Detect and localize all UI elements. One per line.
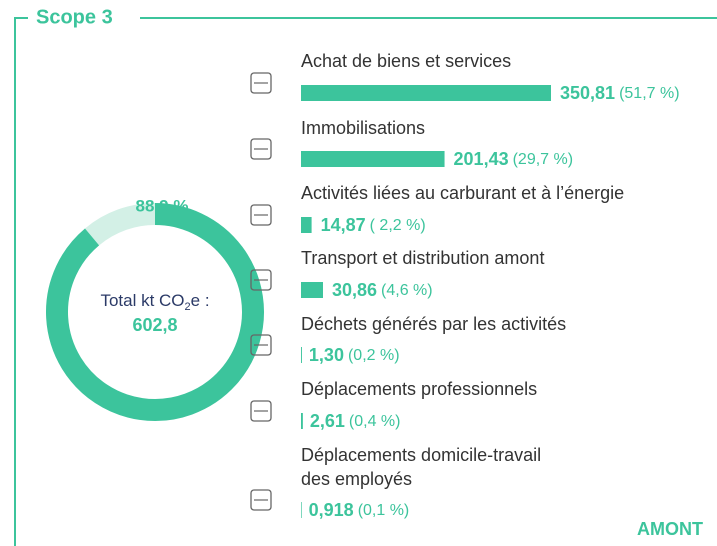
bar (301, 347, 302, 363)
share: (0,2 %) (348, 347, 400, 364)
value: 2,61 (310, 411, 345, 431)
value: 201,43 (454, 149, 509, 169)
value-label: 14,87( 2,2 %) (321, 215, 426, 235)
share: (4,6 %) (381, 282, 433, 299)
share: (0,4 %) (349, 413, 401, 430)
value-label: 350,81 (51,7 %) (560, 83, 680, 103)
category-label: Déplacements professionnels (301, 379, 537, 399)
share: (29,7 %) (513, 151, 573, 168)
center-text-part: Total kt CO (100, 291, 184, 310)
share: (0,1 %) (358, 502, 410, 519)
category-label: Transport et distribution amont (301, 248, 544, 268)
category-label: Déchets générés par les activités (301, 314, 566, 334)
value: 350,81 (560, 83, 615, 103)
bar (301, 217, 312, 233)
category-label: Achat de biens et services (301, 51, 511, 71)
value: 0,918 (309, 500, 354, 520)
bar (301, 413, 303, 429)
bar (301, 502, 302, 518)
share: (51,7 %) (619, 85, 679, 102)
icon (250, 400, 272, 422)
category-label: des employés (301, 469, 412, 489)
chart-title: Scope 3 (36, 6, 113, 28)
value: 14,87 (321, 215, 366, 235)
icon (250, 138, 272, 160)
value: 1,30 (309, 345, 344, 365)
center-text-sub: 2 (185, 301, 191, 313)
value-label: 201,43 (29,7 %) (454, 149, 574, 169)
icon (250, 72, 272, 94)
donut-center-text: Total kt CO2e : (100, 291, 209, 312)
center-text-part: e : (191, 291, 210, 310)
value-label: 1,30 (0,2 %) (309, 345, 400, 365)
frame (14, 17, 717, 546)
value-label: 30,86 (4,6 %) (332, 280, 433, 300)
bar (301, 85, 551, 101)
donut-total: 602,8 (132, 315, 177, 335)
value: 30,86 (332, 280, 377, 300)
icon (250, 269, 272, 291)
share: ( 2,2 %) (370, 217, 426, 234)
icon (250, 204, 272, 226)
category-label: Immobilisations (301, 118, 425, 138)
value-label: 2,61 (0,4 %) (310, 411, 401, 431)
bar (301, 282, 323, 298)
category-label: Déplacements domicile-travail (301, 445, 541, 465)
donut-value-label: 88,9 % (136, 196, 189, 215)
donut-segment (46, 203, 264, 421)
value-label: 0,918 (0,1 %) (309, 500, 410, 520)
bar (301, 151, 445, 167)
icon (250, 334, 272, 356)
icon (250, 489, 272, 511)
footer: AMONT (637, 519, 703, 539)
category-label: Activités liées au carburant et à l’éner… (301, 183, 624, 203)
donut-rest (84, 203, 156, 246)
